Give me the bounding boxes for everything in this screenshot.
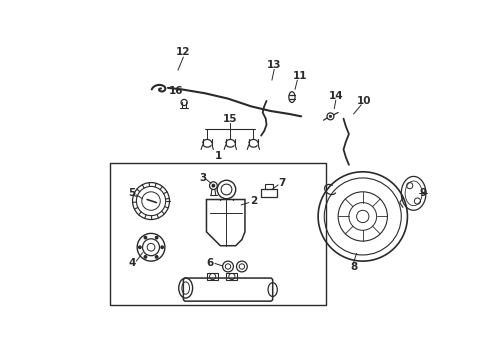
Text: 7: 7 (278, 178, 286, 188)
Circle shape (144, 236, 147, 239)
Text: 5: 5 (128, 188, 135, 198)
Circle shape (155, 255, 159, 259)
Text: 14: 14 (328, 91, 343, 100)
Text: 8: 8 (350, 261, 357, 271)
Circle shape (212, 184, 215, 188)
Circle shape (329, 115, 332, 118)
Text: 1: 1 (215, 152, 221, 161)
Text: 6: 6 (207, 258, 214, 267)
Circle shape (155, 236, 159, 239)
Text: 13: 13 (267, 60, 281, 70)
Text: 2: 2 (250, 196, 257, 206)
Circle shape (138, 245, 142, 249)
Text: 10: 10 (357, 96, 371, 106)
Text: 12: 12 (176, 48, 191, 58)
Bar (261, 189, 276, 197)
Circle shape (144, 255, 147, 259)
Text: 4: 4 (128, 258, 135, 267)
Text: 16: 16 (169, 86, 183, 96)
Bar (226, 273, 237, 280)
Text: 3: 3 (199, 173, 206, 183)
Text: 11: 11 (293, 71, 307, 81)
Text: 9: 9 (419, 188, 426, 198)
Bar (265, 184, 273, 189)
Circle shape (160, 245, 164, 249)
Bar (110, 163, 326, 305)
Text: 15: 15 (223, 114, 238, 123)
Bar (207, 273, 218, 280)
